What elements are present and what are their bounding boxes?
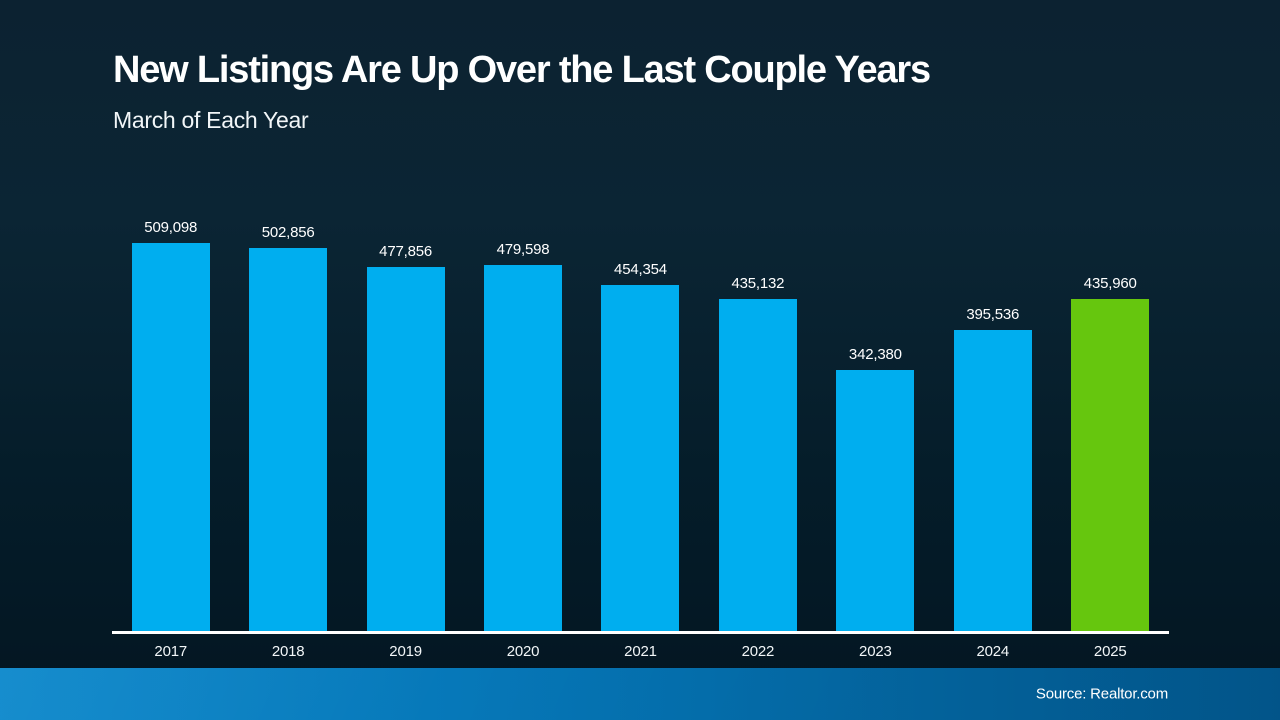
chart-header: New Listings Are Up Over the Last Couple… (113, 49, 931, 134)
bar-group: 502,856 (229, 224, 346, 631)
bar (836, 370, 915, 631)
x-axis-line (112, 631, 1169, 634)
bar (484, 265, 563, 631)
bar (601, 285, 680, 631)
bar-group: 435,132 (699, 275, 816, 631)
bar-chart: 509,098 502,856 477,856 479,598 454,354 435,1… (112, 219, 1169, 660)
bar-value-label: 454,354 (614, 261, 667, 278)
bar-chart-plot-area: 509,098 502,856 477,856 479,598 454,354 435,1… (112, 219, 1169, 631)
x-axis-label: 2019 (389, 643, 422, 660)
bar-group: 509,098 (112, 219, 229, 631)
footer-bar: Source: Realtor.com (0, 668, 1280, 720)
x-axis-label: 2018 (271, 643, 305, 660)
x-axis-label: 2023 (859, 643, 892, 660)
x-axis-label: 2024 (976, 643, 1010, 660)
bar-group: 454,354 (582, 261, 699, 631)
bar (249, 248, 328, 631)
x-axis-label: 2021 (624, 643, 657, 660)
bar-group: 395,536 (934, 306, 1051, 631)
source-attribution: Source: Realtor.com (1035, 685, 1168, 703)
page-title: New Listings Are Up Over the Last Couple… (113, 49, 931, 91)
bar-highlighted (1071, 299, 1150, 631)
bar-value-label: 342,380 (848, 346, 902, 363)
bar-value-label: 479,598 (496, 241, 550, 258)
bar (718, 299, 797, 631)
bar-group: 435,960 (1052, 275, 1169, 631)
x-axis-label: 2025 (1093, 643, 1127, 660)
x-axis-label: 2022 (741, 643, 775, 660)
x-axis-labels: 2017 2018 2019 2020 2021 2022 2023 2024 2025 (112, 634, 1169, 660)
bar (366, 267, 445, 631)
bar-value-label: 509,098 (144, 219, 198, 236)
bar (131, 243, 210, 631)
x-axis-label: 2017 (154, 643, 187, 660)
bar-group: 479,598 (464, 241, 581, 631)
bar-group: 342,380 (817, 346, 934, 631)
bar-value-label: 435,132 (731, 275, 785, 292)
bar-value-label: 395,536 (966, 306, 1020, 323)
bar-group: 477,856 (347, 243, 464, 631)
x-axis-label: 2020 (506, 643, 540, 660)
bar-value-label: 502,856 (261, 224, 315, 241)
bar-value-label: 477,856 (379, 243, 432, 260)
bar-value-label: 435,960 (1083, 275, 1137, 292)
page-subtitle: March of Each Year (113, 106, 309, 133)
bar (953, 330, 1032, 631)
